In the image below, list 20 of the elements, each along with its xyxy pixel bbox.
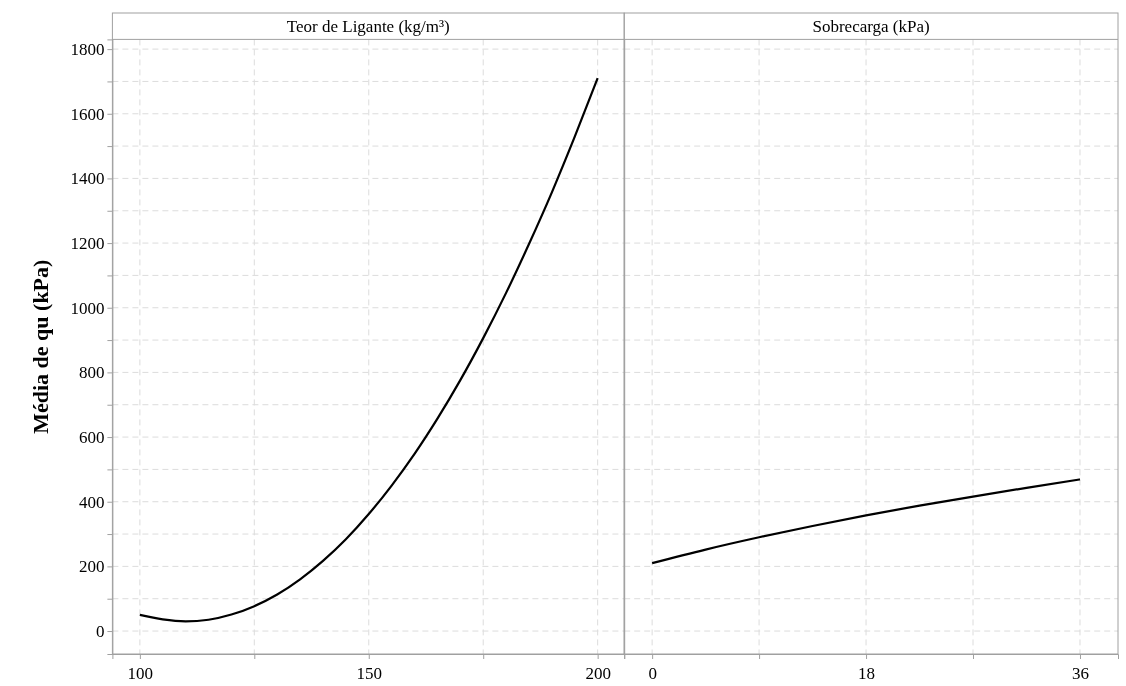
y-tick-label: 1800	[70, 40, 105, 60]
y-axis-title: Média de qu (kPa)	[28, 259, 53, 434]
x-tick-label: 0	[648, 664, 657, 683]
y-tick-label: 1000	[70, 298, 105, 318]
y-tick-label: 800	[78, 363, 105, 383]
x-tick-label: 36	[1071, 664, 1089, 683]
y-tick-label: 400	[78, 492, 105, 512]
y-tick-label: 600	[78, 428, 105, 447]
chart-title: Sobrecarga (kPa)	[812, 17, 930, 36]
x-tick-label: 18	[858, 664, 876, 683]
y-tick-label: 1600	[70, 104, 105, 124]
y-tick-label: 200	[78, 557, 105, 577]
x-tick-label: 200	[585, 664, 611, 683]
y-tick-label: 1200	[70, 234, 105, 254]
y-tick-label: 1400	[70, 169, 105, 189]
x-tick-label: 100	[127, 664, 154, 683]
y-tick-label: 0	[95, 621, 105, 641]
x-tick-label: 150	[356, 664, 383, 683]
chart-title: Teor de Ligante (kg/m³)	[286, 17, 450, 36]
line-series	[138, 77, 599, 623]
